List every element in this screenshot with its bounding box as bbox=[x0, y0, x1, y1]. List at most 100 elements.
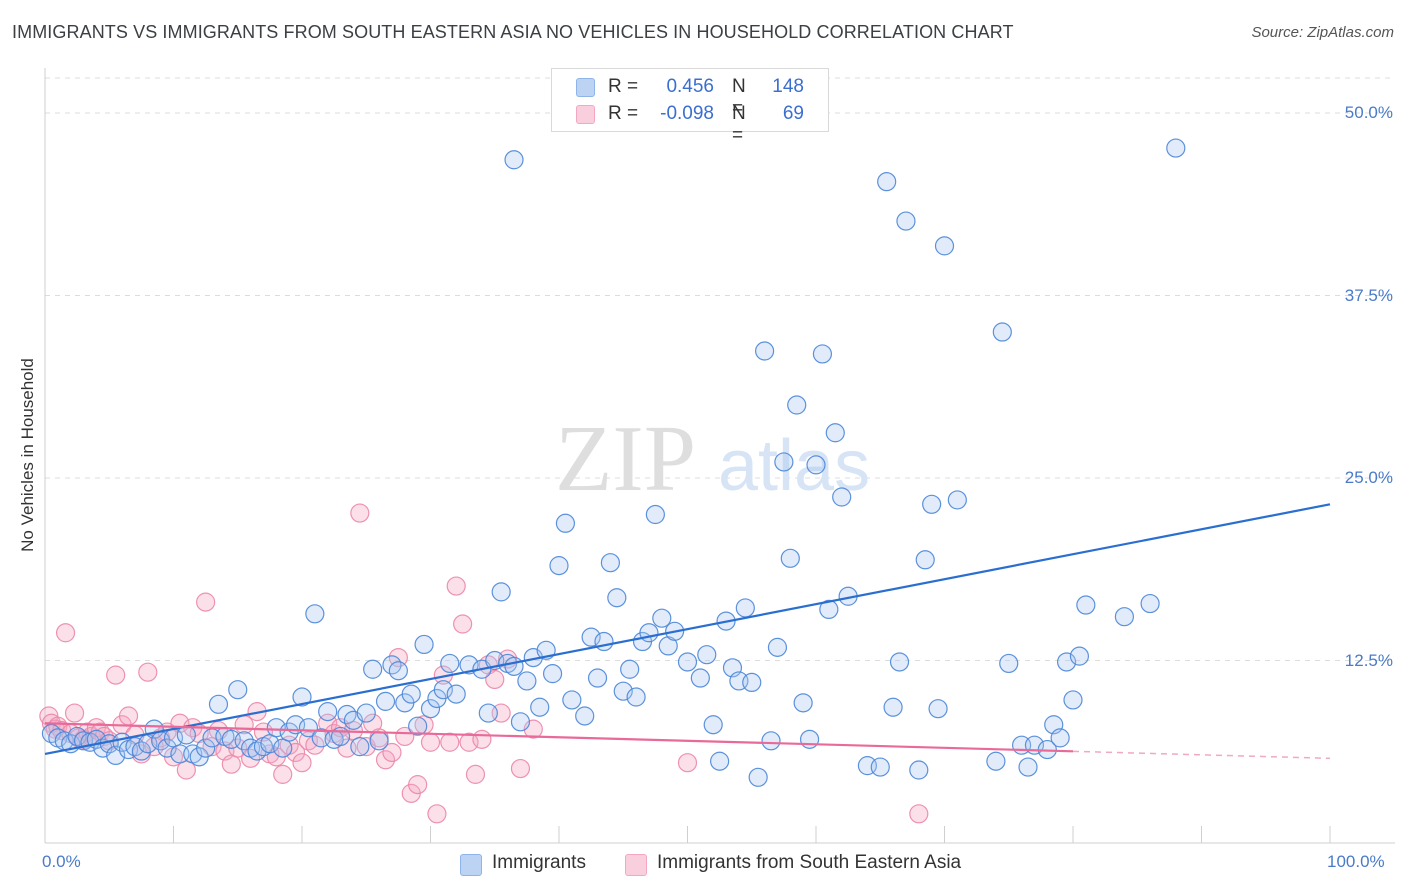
data-point bbox=[825, 423, 845, 443]
data-point bbox=[285, 742, 306, 763]
data-point bbox=[909, 804, 929, 824]
data-point bbox=[472, 729, 492, 749]
data-point bbox=[947, 490, 967, 510]
data-point bbox=[453, 614, 473, 634]
trend-lines bbox=[44, 503, 1331, 760]
data-point bbox=[992, 322, 1012, 342]
data-point bbox=[292, 687, 312, 707]
data-point bbox=[799, 729, 820, 749]
data-point bbox=[645, 504, 665, 525]
data-point bbox=[1166, 138, 1186, 158]
data-point bbox=[369, 731, 389, 751]
data-point bbox=[703, 715, 723, 735]
data-point bbox=[510, 712, 531, 732]
watermark-logo: ZIP atlas bbox=[555, 407, 870, 511]
data-point bbox=[793, 693, 813, 713]
data-point bbox=[478, 703, 498, 723]
data-point bbox=[607, 588, 627, 608]
data-point bbox=[620, 659, 640, 679]
legend-r-label: R = bbox=[608, 103, 639, 124]
data-point bbox=[305, 604, 325, 624]
series-legend: Immigrants Immigrants from South Eastern… bbox=[0, 852, 1406, 878]
data-point bbox=[1114, 607, 1135, 627]
legend-swatch-blue bbox=[460, 854, 482, 876]
x-tick-label-max: 100.0% bbox=[1327, 852, 1385, 871]
data-point bbox=[208, 694, 229, 714]
data-point bbox=[446, 684, 466, 704]
data-point bbox=[131, 741, 151, 761]
data-point bbox=[356, 703, 376, 723]
data-point bbox=[986, 751, 1006, 771]
data-point bbox=[575, 706, 595, 726]
trend-line-immigrants bbox=[44, 503, 1331, 756]
data-point bbox=[761, 731, 781, 751]
data-point bbox=[999, 653, 1019, 674]
series-immigrants bbox=[41, 138, 1186, 787]
data-point bbox=[292, 753, 312, 773]
data-point bbox=[767, 637, 788, 657]
y-tick-label: 25.0% bbox=[1344, 468, 1393, 488]
data-point bbox=[883, 697, 903, 717]
data-point bbox=[780, 548, 800, 568]
data-point bbox=[909, 760, 929, 780]
data-point bbox=[427, 804, 447, 824]
data-point bbox=[491, 582, 511, 602]
data-point bbox=[241, 748, 261, 768]
data-point bbox=[594, 631, 614, 652]
data-point bbox=[266, 718, 286, 738]
data-point bbox=[774, 452, 794, 472]
data-point bbox=[639, 623, 659, 643]
data-point bbox=[870, 757, 890, 777]
data-point bbox=[504, 150, 524, 170]
data-point bbox=[433, 680, 453, 700]
data-point bbox=[812, 344, 833, 364]
data-point bbox=[234, 731, 254, 751]
data-point bbox=[735, 598, 755, 618]
data-point bbox=[677, 753, 698, 773]
data-point bbox=[388, 647, 408, 668]
y-tick-label: 50.0% bbox=[1344, 103, 1393, 123]
data-point bbox=[228, 680, 248, 700]
data-point bbox=[549, 556, 569, 576]
data-point bbox=[446, 576, 466, 596]
axes bbox=[44, 68, 1395, 844]
data-point bbox=[819, 599, 839, 620]
data-point bbox=[273, 738, 293, 758]
data-point bbox=[742, 672, 762, 693]
data-point bbox=[375, 691, 396, 711]
data-point bbox=[1140, 593, 1160, 614]
data-point bbox=[697, 645, 717, 665]
data-point bbox=[832, 487, 852, 507]
data-point bbox=[922, 494, 942, 514]
data-point bbox=[600, 553, 621, 573]
data-point bbox=[414, 634, 434, 655]
data-point bbox=[382, 742, 402, 763]
data-point bbox=[221, 754, 241, 774]
data-point bbox=[928, 699, 948, 719]
y-axis-label: No Vehicles in Household bbox=[18, 358, 37, 552]
trend-line-sea bbox=[44, 722, 1074, 753]
data-point bbox=[1063, 690, 1083, 710]
data-point bbox=[787, 395, 807, 415]
data-point bbox=[690, 668, 710, 688]
data-point bbox=[318, 702, 338, 722]
legend-label-immigrants: Immigrants bbox=[492, 852, 586, 873]
data-point bbox=[562, 690, 582, 710]
data-point bbox=[350, 503, 370, 523]
x-tick-label-min: 0.0% bbox=[42, 852, 81, 871]
data-point bbox=[64, 703, 85, 723]
data-point bbox=[388, 661, 408, 681]
data-point bbox=[375, 750, 396, 770]
data-point bbox=[408, 775, 428, 795]
data-point bbox=[915, 550, 935, 570]
data-point bbox=[420, 732, 441, 752]
data-point bbox=[877, 172, 897, 192]
legend-swatch-blue bbox=[576, 78, 595, 97]
legend-label-sea: Immigrants from South Eastern Asia bbox=[657, 852, 962, 873]
legend-swatch-pink bbox=[625, 854, 647, 876]
data-point bbox=[1050, 728, 1070, 748]
data-point bbox=[504, 656, 524, 676]
data-point bbox=[298, 718, 319, 738]
data-point bbox=[806, 455, 826, 475]
data-point bbox=[196, 592, 216, 612]
